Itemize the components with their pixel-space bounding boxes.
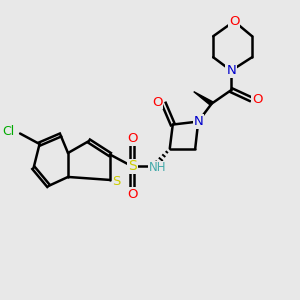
Text: N: N bbox=[226, 64, 236, 77]
Text: S: S bbox=[128, 160, 137, 173]
Polygon shape bbox=[194, 92, 213, 105]
Text: S: S bbox=[112, 175, 121, 188]
Text: O: O bbox=[252, 93, 262, 106]
Text: NH: NH bbox=[149, 161, 166, 175]
Text: O: O bbox=[152, 96, 163, 109]
Text: O: O bbox=[229, 15, 239, 28]
Text: N: N bbox=[193, 115, 203, 128]
Text: Cl: Cl bbox=[2, 124, 15, 138]
Text: O: O bbox=[127, 188, 138, 200]
Text: O: O bbox=[127, 132, 138, 146]
